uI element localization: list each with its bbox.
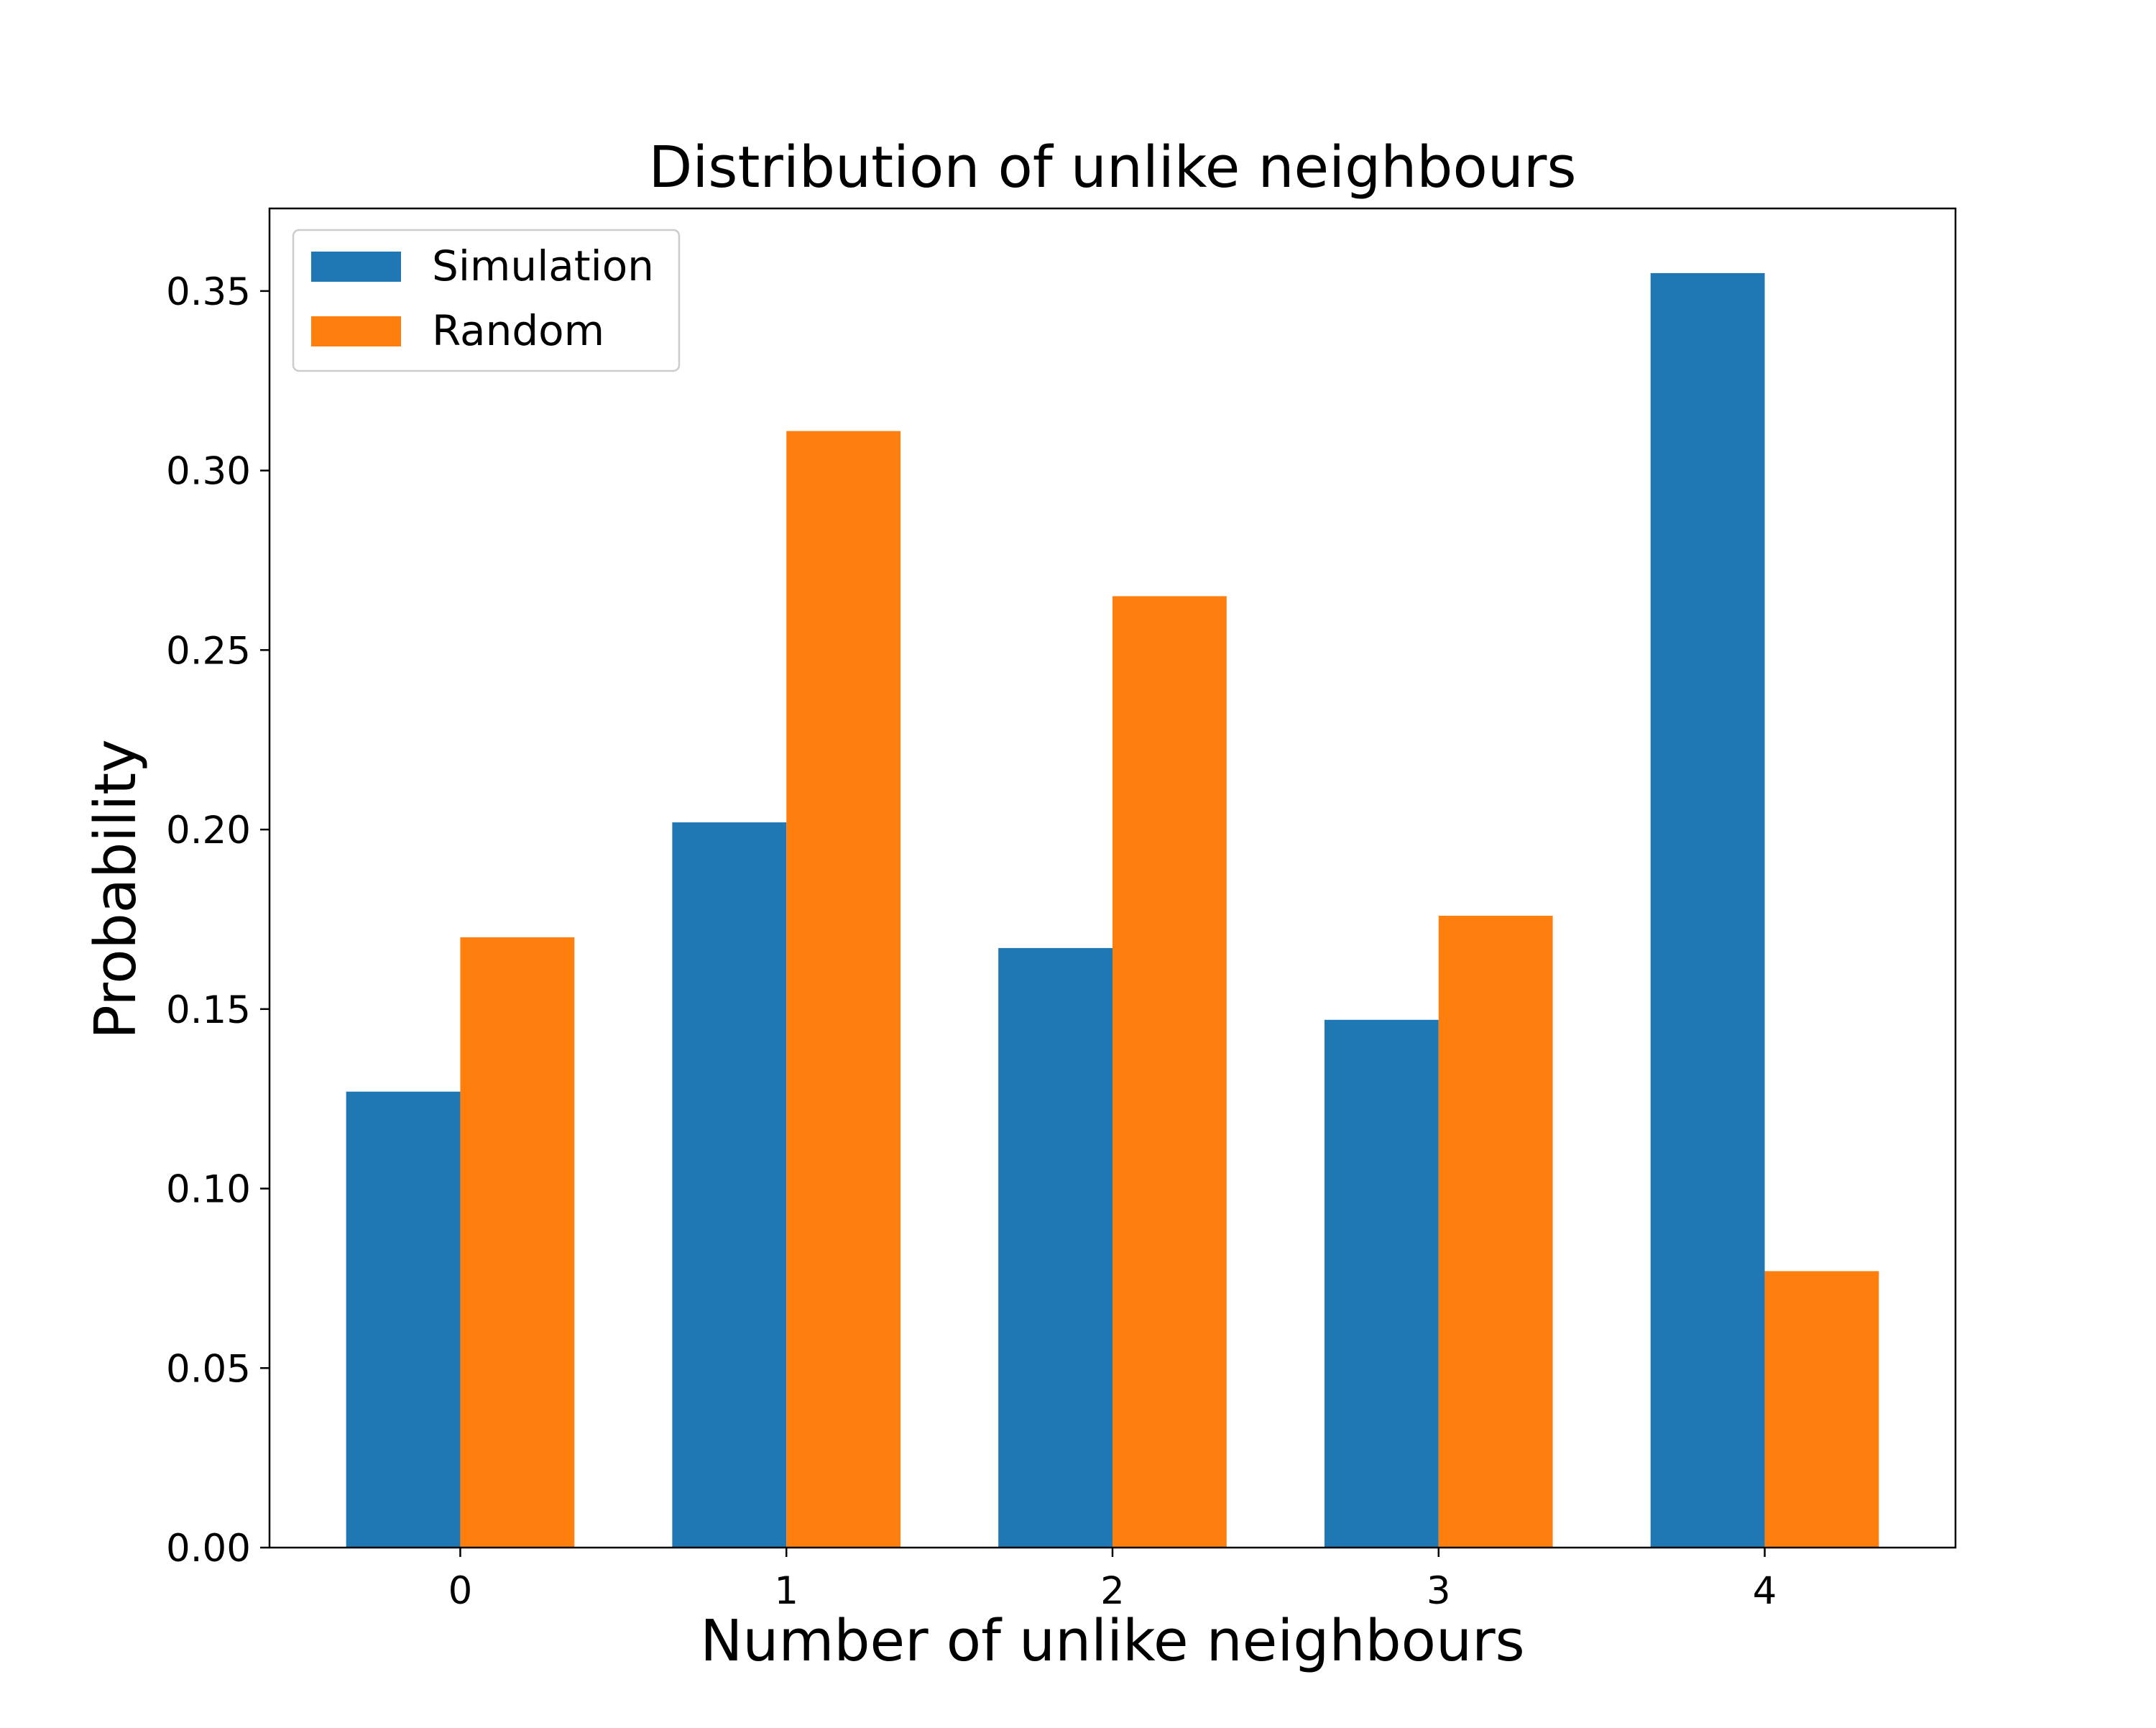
chart-title: Distribution of unlike neighbours <box>649 134 1577 201</box>
y-tick-label: 0.30 <box>166 450 251 494</box>
legend-label-random: Random <box>432 306 604 355</box>
bar-simulation-4 <box>1650 272 1765 1548</box>
x-tick-label: 0 <box>448 1569 473 1613</box>
y-tick-label: 0.20 <box>166 809 251 852</box>
legend: Simulation Random <box>292 229 681 372</box>
bar-random-1 <box>786 431 901 1548</box>
legend-label-simulation: Simulation <box>432 242 654 290</box>
x-tick-label: 1 <box>774 1569 798 1613</box>
bar-random-3 <box>1438 915 1553 1548</box>
bar-simulation-3 <box>1324 1019 1439 1548</box>
x-axis-label: Number of unlike neighbours <box>700 1608 1524 1674</box>
legend-swatch-simulation <box>311 252 401 282</box>
x-tick-label: 3 <box>1427 1569 1451 1613</box>
legend-swatch-random <box>311 316 401 346</box>
y-tick-label: 0.25 <box>166 629 251 673</box>
y-tick-label: 0.00 <box>166 1527 251 1571</box>
bar-simulation-0 <box>346 1091 461 1548</box>
x-tick-label: 4 <box>1753 1569 1777 1613</box>
plot-area: 0.00 0.05 0.10 0.15 0.20 0.25 0.30 0.35 0 1 2 3 4 <box>166 207 1957 1613</box>
y-axis-label: Probability <box>83 739 149 1039</box>
x-tick-label: 2 <box>1100 1569 1125 1613</box>
bar-random-2 <box>1112 596 1227 1548</box>
bar-simulation-2 <box>998 947 1112 1548</box>
bar-simulation-1 <box>672 822 787 1548</box>
y-tick-label: 0.10 <box>166 1168 251 1212</box>
bar-random-4 <box>1764 1271 1879 1548</box>
y-tick-label: 0.15 <box>166 988 251 1032</box>
y-tick-label: 0.35 <box>166 270 251 314</box>
y-tick-label: 0.05 <box>166 1347 251 1391</box>
bar-random-0 <box>460 937 575 1548</box>
